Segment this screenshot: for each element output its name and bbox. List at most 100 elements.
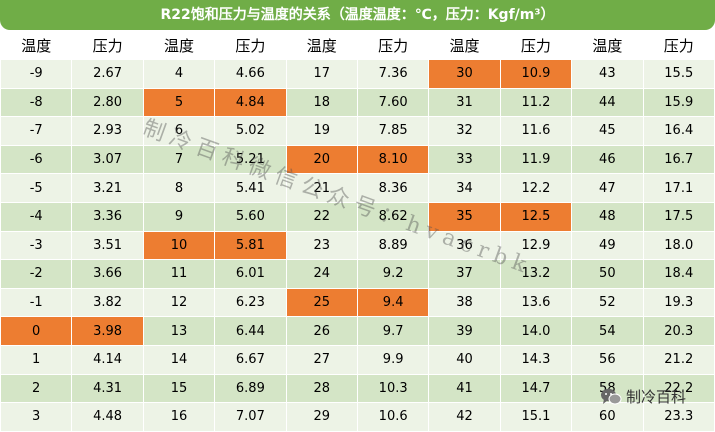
pressure-cell: 16.7 <box>642 144 715 175</box>
temperature-cell: 49 <box>571 230 644 261</box>
pressure-cell: 3.66 <box>71 259 144 289</box>
temperature-cell: 25 <box>285 287 358 318</box>
pressure-cell: 4.14 <box>71 344 144 375</box>
temperature-cell: -7 <box>0 116 73 146</box>
temperature-cell: 37 <box>428 259 501 289</box>
temperature-cell: 30 <box>428 59 501 89</box>
pressure-cell: 7.60 <box>356 87 430 118</box>
temperature-cell: 21 <box>285 173 358 203</box>
temperature-cell: 31 <box>428 87 501 118</box>
pressure-cell: 9.4 <box>356 287 430 318</box>
temperature-cell: 36 <box>428 230 501 261</box>
header-row: 温度 压力 温度 压力 温度 压力 温度 压力 温度 压力 <box>0 30 715 60</box>
pressure-header: 压力 <box>71 30 144 60</box>
pressure-cell: 14.0 <box>499 316 573 346</box>
pressure-cell: 2.67 <box>71 59 144 89</box>
temperature-header: 温度 <box>428 30 501 60</box>
temperature-cell: -4 <box>0 201 73 232</box>
pressure-cell: 3.07 <box>71 144 144 175</box>
pressure-cell: 15.9 <box>642 87 715 118</box>
pressure-cell: 16.4 <box>642 116 715 146</box>
pressure-cell: 11.6 <box>499 116 573 146</box>
pressure-header: 压力 <box>499 30 573 60</box>
pressure-cell: 2.80 <box>71 87 144 118</box>
pressure-cell: 12.9 <box>499 230 573 261</box>
temperature-cell: 16 <box>142 402 216 432</box>
pressure-cell: 5.02 <box>214 116 287 146</box>
temperature-cell: 42 <box>428 402 501 432</box>
pressure-cell: 5.41 <box>214 173 287 203</box>
table-row: 1 4.14 14 6.67 27 9.9 40 14.3 56 21.2 <box>0 344 715 375</box>
table-row: -8 2.80 5 4.84 18 7.60 31 11.2 44 15.9 <box>0 87 715 118</box>
pressure-cell: 9.7 <box>356 316 430 346</box>
temperature-cell: 50 <box>571 259 644 289</box>
pressure-cell: 4.31 <box>71 373 144 404</box>
temperature-cell: 1 <box>0 344 73 375</box>
temperature-cell: 28 <box>285 373 358 404</box>
pressure-cell: 3.51 <box>71 230 144 261</box>
temperature-cell: 32 <box>428 116 501 146</box>
temperature-cell: -5 <box>0 173 73 203</box>
pressure-cell: 15.5 <box>642 59 715 89</box>
pressure-cell: 6.23 <box>214 287 287 318</box>
temperature-cell: 46 <box>571 144 644 175</box>
temperature-cell: 14 <box>142 344 216 375</box>
temperature-cell: 11 <box>142 259 216 289</box>
pressure-cell: 8.89 <box>356 230 430 261</box>
temperature-cell: 19 <box>285 116 358 146</box>
pressure-cell: 10.6 <box>356 402 430 432</box>
temperature-cell: 27 <box>285 344 358 375</box>
temperature-cell: 45 <box>571 116 644 146</box>
temperature-cell: 54 <box>571 316 644 346</box>
pressure-cell: 10.3 <box>356 373 430 404</box>
temperature-cell: 56 <box>571 344 644 375</box>
pressure-cell: 8.36 <box>356 173 430 203</box>
pressure-cell: 12.2 <box>499 173 573 203</box>
temperature-cell: 22 <box>285 201 358 232</box>
temperature-cell: -8 <box>0 87 73 118</box>
pressure-cell: 7.07 <box>214 402 287 432</box>
pressure-cell: 13.2 <box>499 259 573 289</box>
pressure-cell: 21.2 <box>642 344 715 375</box>
temperature-cell: 6 <box>142 116 216 146</box>
temperature-cell: 26 <box>285 316 358 346</box>
temperature-cell: 7 <box>142 144 216 175</box>
pressure-cell: 20.3 <box>642 316 715 346</box>
temperature-cell: 41 <box>428 373 501 404</box>
pressure-header: 压力 <box>356 30 430 60</box>
temperature-cell: 9 <box>142 201 216 232</box>
pressure-cell: 5.81 <box>214 230 287 261</box>
table-title: R22饱和压力与温度的关系（温度温度：℃，压力：Kgf/m³） <box>0 0 715 30</box>
pressure-cell: 9.9 <box>356 344 430 375</box>
temperature-cell: 18 <box>285 87 358 118</box>
temperature-cell: -2 <box>0 259 73 289</box>
temperature-cell: 38 <box>428 287 501 318</box>
pressure-cell: 3.36 <box>71 201 144 232</box>
pressure-cell: 4.48 <box>71 402 144 432</box>
temperature-cell: 43 <box>571 59 644 89</box>
pressure-cell: 17.1 <box>642 173 715 203</box>
temperature-cell: 5 <box>142 87 216 118</box>
temperature-cell: 40 <box>428 344 501 375</box>
temperature-cell: 12 <box>142 287 216 318</box>
temperature-cell: 17 <box>285 59 358 89</box>
temperature-cell: 58 <box>571 373 644 404</box>
temperature-cell: 10 <box>142 230 216 261</box>
temperature-cell: 24 <box>285 259 358 289</box>
pressure-cell: 5.21 <box>214 144 287 175</box>
temperature-cell: 3 <box>0 402 73 432</box>
temperature-cell: 8 <box>142 173 216 203</box>
pressure-cell: 14.7 <box>499 373 573 404</box>
pressure-cell: 8.62 <box>356 201 430 232</box>
temperature-cell: -3 <box>0 230 73 261</box>
temperature-cell: 2 <box>0 373 73 404</box>
temperature-cell: 35 <box>428 201 501 232</box>
temperature-cell: -1 <box>0 287 73 318</box>
pressure-cell: 9.2 <box>356 259 430 289</box>
temperature-header: 温度 <box>0 30 73 60</box>
pressure-cell: 11.9 <box>499 144 573 175</box>
pressure-cell: 6.44 <box>214 316 287 346</box>
pressure-cell: 6.01 <box>214 259 287 289</box>
temperature-cell: 39 <box>428 316 501 346</box>
temperature-cell: 47 <box>571 173 644 203</box>
